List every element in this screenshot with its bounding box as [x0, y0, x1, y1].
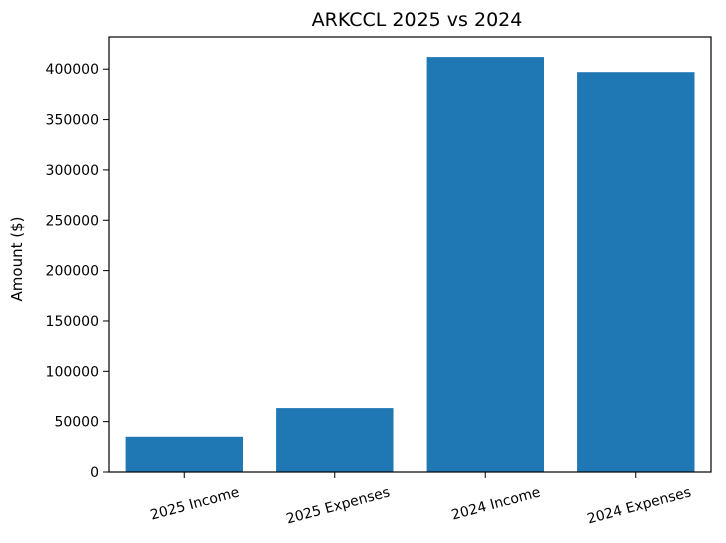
y-tick-label: 100000 — [46, 364, 99, 380]
bar-2024-income — [426, 57, 544, 472]
y-tick-label: 150000 — [46, 314, 99, 330]
y-tick-label: 50000 — [54, 415, 99, 431]
y-tick-label: 300000 — [46, 163, 99, 179]
bars-group — [125, 57, 695, 472]
y-axis-label: Amount ($) — [8, 217, 26, 302]
x-tick-label: 2024 Income — [450, 484, 543, 523]
y-tick-label: 350000 — [46, 113, 99, 129]
bar-2024-expenses — [577, 72, 695, 472]
y-axis-ticks: 0 50000 100000 150000 200000 250000 300000 3500… — [46, 62, 109, 481]
x-tick-label: 2025 Expenses — [284, 484, 391, 527]
plot-frame — [108, 36, 712, 473]
y-tick-label: 0 — [90, 465, 99, 481]
x-axis-ticks: 2025 Income 2025 Expenses 2024 Income 2024 … — [149, 472, 693, 528]
chart-title: ARKCCL 2025 vs 2024 — [312, 9, 523, 31]
bar-2025-income — [125, 436, 243, 472]
y-tick-label: 200000 — [46, 264, 99, 280]
bar-2025-expenses — [276, 408, 394, 472]
y-tick-label: 400000 — [46, 62, 99, 78]
y-tick-label: 250000 — [46, 213, 99, 229]
x-tick-label: 2024 Expenses — [585, 484, 692, 527]
x-tick-label: 2025 Income — [149, 484, 242, 523]
